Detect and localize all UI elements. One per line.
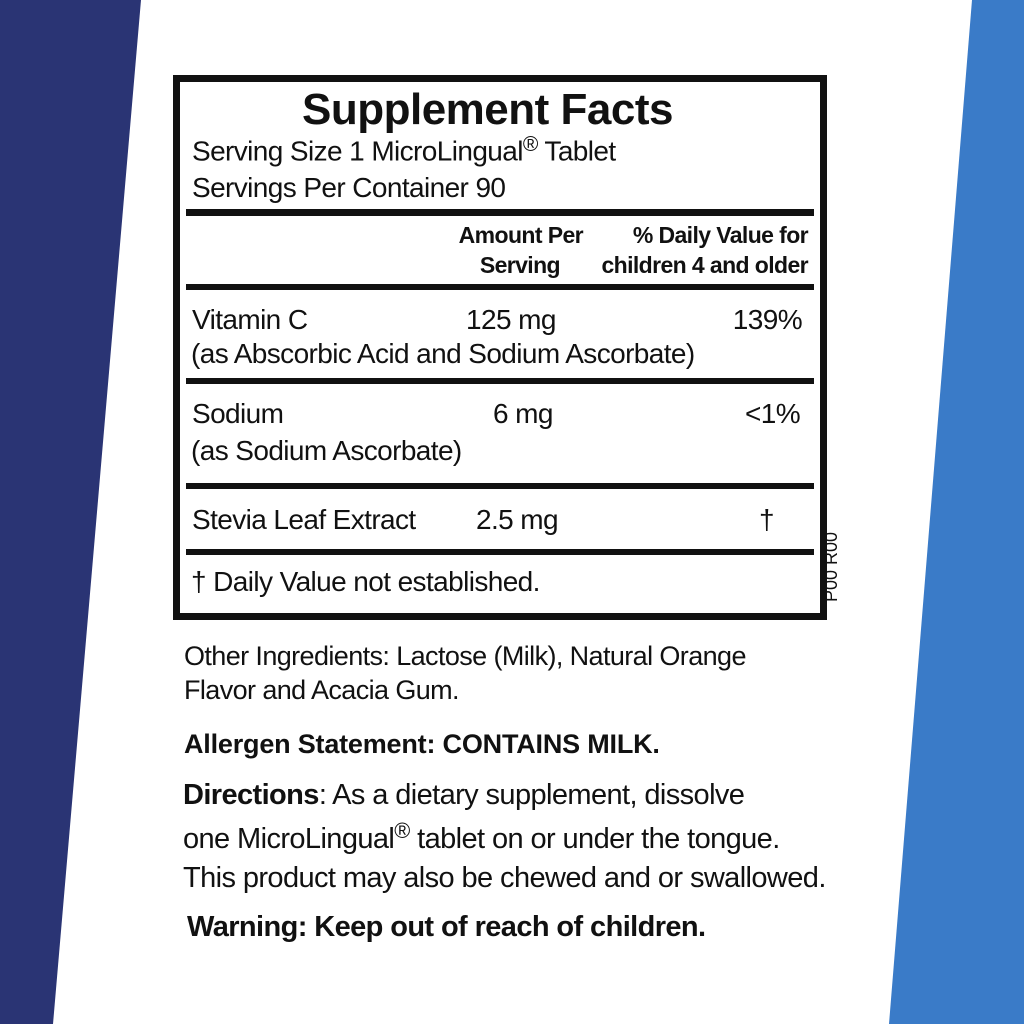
row-dv: † bbox=[759, 504, 775, 535]
right-band bbox=[889, 0, 1024, 1024]
warning: Warning: Keep out of reach of children. bbox=[187, 913, 706, 942]
warning-label: Warning bbox=[187, 911, 298, 943]
row-dv: <1% bbox=[744, 398, 801, 429]
label-code: P00 R00 bbox=[821, 531, 841, 602]
col-dv-header-2: children 4 and older bbox=[601, 252, 808, 278]
divider bbox=[186, 378, 814, 384]
row-dv: 139% bbox=[732, 304, 803, 335]
directions-label: Directions bbox=[183, 779, 319, 811]
other-ingredients: Other Ingredients: Lactose (Milk), Natur… bbox=[184, 641, 746, 671]
servings-per-container: Servings Per Container 90 bbox=[192, 172, 506, 203]
serving-size: Serving Size 1 MicroLingual® Tablet bbox=[192, 134, 616, 165]
facts-title: Supplement Facts bbox=[302, 85, 673, 134]
row-sub: (as Abscorbic Acid and Sodium Ascorbate) bbox=[191, 338, 695, 369]
row-amount: 2.5 mg bbox=[476, 504, 559, 535]
row-sub: (as Sodium Ascorbate) bbox=[191, 435, 462, 466]
allergen-statement: Allergen Statement: CONTAINS MILK. bbox=[184, 729, 660, 759]
other-ingredients-cont: Flavor and Acacia Gum. bbox=[184, 675, 460, 705]
col-dv-header-1: % Daily Value for bbox=[632, 222, 809, 248]
directions-text: tablet on or under the tongue. bbox=[409, 822, 780, 855]
directions-text: one MicroLingual bbox=[183, 822, 395, 855]
serving-size-unit: Tablet bbox=[537, 135, 616, 167]
col-amount-header-2: Serving bbox=[479, 252, 561, 278]
registered-mark: ® bbox=[394, 818, 410, 843]
registered-mark: ® bbox=[522, 133, 538, 156]
divider bbox=[186, 284, 814, 290]
directions-text: : As a dietary supplement, dissolve bbox=[318, 779, 745, 811]
row-amount: 6 mg bbox=[493, 398, 553, 429]
directions-line-2: one MicroLingual® tablet on or under the… bbox=[183, 820, 780, 854]
col-amount-header-1: Amount Per bbox=[458, 222, 584, 248]
row-name: Stevia Leaf Extract bbox=[192, 504, 416, 535]
left-band bbox=[0, 0, 141, 1024]
divider bbox=[186, 483, 814, 489]
row-amount: 125 mg bbox=[466, 304, 556, 335]
warning-text: : Keep out of reach of children. bbox=[297, 911, 706, 943]
directions-line-1: Directions: As a dietary supplement, dis… bbox=[183, 779, 745, 811]
footnote: † Daily Value not established. bbox=[191, 566, 540, 597]
row-name: Sodium bbox=[192, 398, 284, 429]
directions-line-3: This product may also be chewed and or s… bbox=[183, 862, 826, 894]
supplement-facts-panel bbox=[173, 75, 827, 620]
row-name: Vitamin C bbox=[192, 304, 308, 335]
serving-size-text: Serving Size 1 MicroLingual bbox=[192, 135, 523, 167]
divider bbox=[186, 549, 814, 555]
divider bbox=[186, 209, 814, 216]
